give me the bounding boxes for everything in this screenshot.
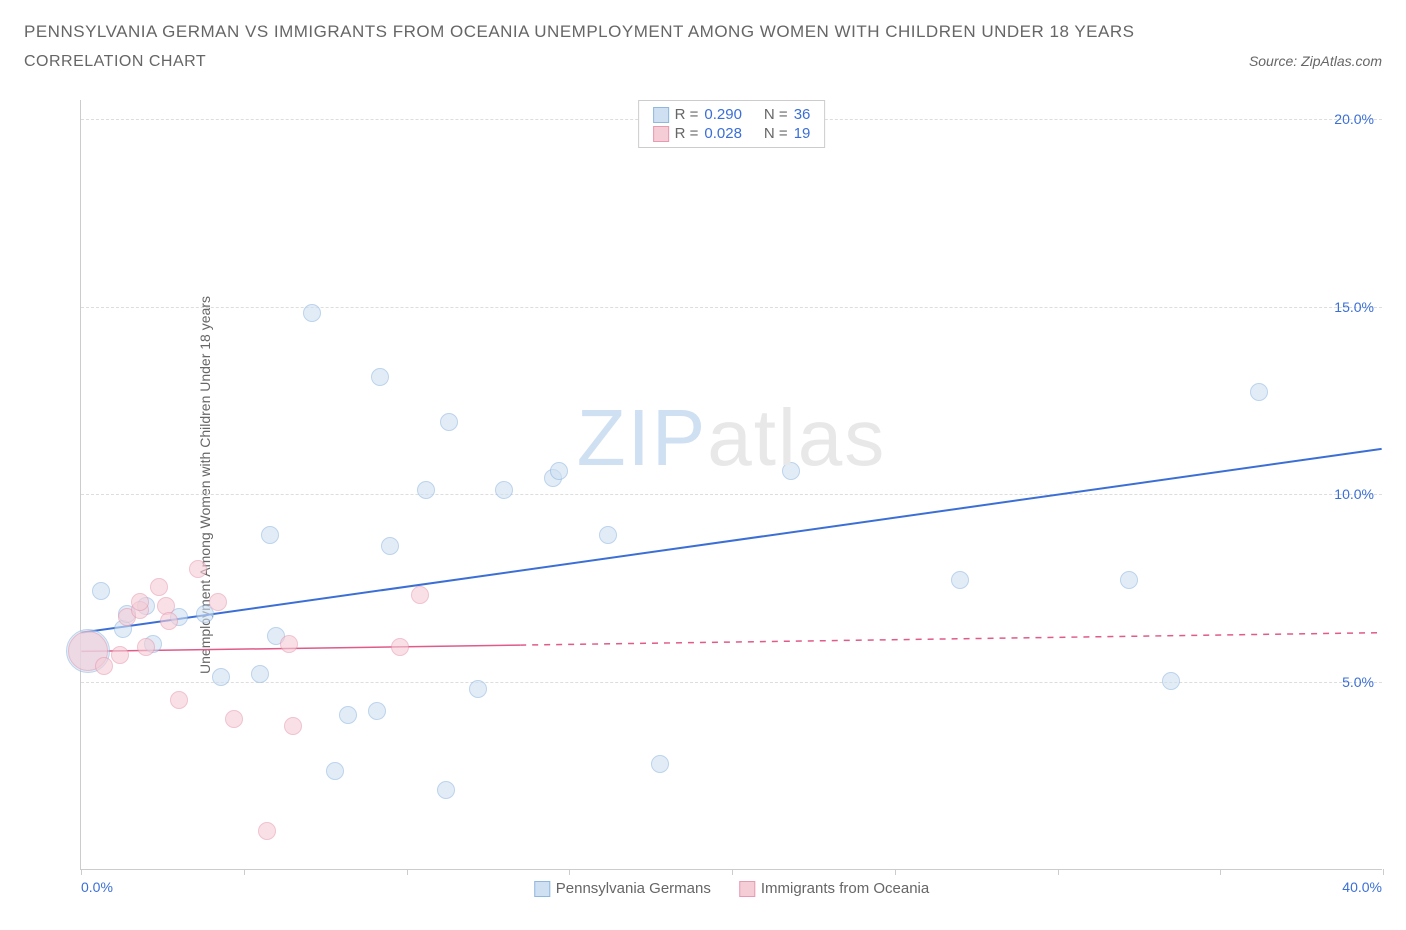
data-point-penn_german xyxy=(339,706,357,724)
data-point-penn_german xyxy=(92,582,110,600)
x-tick xyxy=(81,869,82,875)
legend-row-oceania: R = 0.028 N = 19 xyxy=(653,124,811,143)
legend-label-penn: Pennsylvania Germans xyxy=(556,880,711,897)
data-point-oceania xyxy=(411,586,429,604)
data-point-oceania xyxy=(280,635,298,653)
data-point-penn_german xyxy=(368,702,386,720)
source-attribution: Source: ZipAtlas.com xyxy=(1249,53,1382,69)
y-tick-label: 15.0% xyxy=(1334,299,1374,315)
y-tick-label: 20.0% xyxy=(1334,111,1374,127)
data-point-penn_german xyxy=(261,526,279,544)
watermark-zip: ZIP xyxy=(577,393,707,482)
data-point-penn_german xyxy=(212,668,230,686)
chart-title: PENNSYLVANIA GERMAN VS IMMIGRANTS FROM O… xyxy=(24,18,1382,45)
watermark: ZIPatlas xyxy=(577,392,886,484)
data-point-penn_german xyxy=(550,462,568,480)
legend-N-label: N = xyxy=(764,125,788,142)
subtitle-row: CORRELATION CHART Source: ZipAtlas.com xyxy=(24,53,1382,71)
data-point-oceania xyxy=(95,657,113,675)
data-point-penn_german xyxy=(651,755,669,773)
y-tick-label: 10.0% xyxy=(1334,486,1374,502)
legend-swatch-oceania xyxy=(653,126,669,142)
data-point-penn_german xyxy=(495,481,513,499)
data-point-penn_german xyxy=(469,680,487,698)
x-tick xyxy=(895,869,896,875)
legend-item-penn: Pennsylvania Germans xyxy=(534,880,711,897)
gridline xyxy=(81,307,1382,308)
chart-header: PENNSYLVANIA GERMAN VS IMMIGRANTS FROM O… xyxy=(0,0,1406,71)
data-point-oceania xyxy=(150,578,168,596)
x-axis-max-label: 40.0% xyxy=(1342,879,1382,895)
legend-item-oceania: Immigrants from Oceania xyxy=(739,880,929,897)
data-point-oceania xyxy=(170,691,188,709)
data-point-penn_german xyxy=(381,537,399,555)
legend-row-penn: R = 0.290 N = 36 xyxy=(653,105,811,124)
data-point-penn_german xyxy=(951,571,969,589)
legend-swatch-penn-icon xyxy=(534,881,550,897)
x-axis-min-label: 0.0% xyxy=(81,879,113,895)
x-tick xyxy=(1058,869,1059,875)
legend-R-label: R = xyxy=(675,125,699,142)
legend-N-penn: 36 xyxy=(794,106,811,123)
legend-R-label: R = xyxy=(675,106,699,123)
x-tick xyxy=(732,869,733,875)
legend-swatch-oceania-icon xyxy=(739,881,755,897)
legend-N-label: N = xyxy=(764,106,788,123)
legend-R-penn: 0.290 xyxy=(704,106,742,123)
data-point-penn_german xyxy=(251,665,269,683)
x-tick xyxy=(1220,869,1221,875)
data-point-penn_german xyxy=(1162,672,1180,690)
data-point-penn_german xyxy=(437,781,455,799)
data-point-oceania xyxy=(225,710,243,728)
data-point-penn_german xyxy=(417,481,435,499)
y-tick-label: 5.0% xyxy=(1342,674,1374,690)
data-point-penn_german xyxy=(371,368,389,386)
x-tick xyxy=(244,869,245,875)
data-point-oceania xyxy=(391,638,409,656)
legend-N-oceania: 19 xyxy=(794,125,811,142)
data-point-penn_german xyxy=(303,304,321,322)
trend-line xyxy=(520,633,1381,645)
data-point-penn_german xyxy=(1250,383,1268,401)
data-point-oceania xyxy=(284,717,302,735)
data-point-oceania xyxy=(111,646,129,664)
chart-subtitle: CORRELATION CHART xyxy=(24,53,206,71)
x-tick xyxy=(569,869,570,875)
data-point-penn_german xyxy=(599,526,617,544)
trend-lines xyxy=(81,100,1382,869)
data-point-oceania xyxy=(189,560,207,578)
legend-label-oceania: Immigrants from Oceania xyxy=(761,880,929,897)
data-point-oceania xyxy=(160,612,178,630)
data-point-penn_german xyxy=(326,762,344,780)
legend-R-oceania: 0.028 xyxy=(704,125,742,142)
legend-correlation: R = 0.290 N = 36 R = 0.028 N = 19 xyxy=(638,100,826,148)
legend-series: Pennsylvania Germans Immigrants from Oce… xyxy=(534,880,929,897)
chart-area: Unemployment Among Women with Children U… xyxy=(56,100,1386,870)
data-point-oceania xyxy=(131,593,149,611)
data-point-penn_german xyxy=(782,462,800,480)
gridline xyxy=(81,494,1382,495)
data-point-oceania xyxy=(137,638,155,656)
gridline xyxy=(81,682,1382,683)
legend-swatch-penn xyxy=(653,107,669,123)
data-point-oceania xyxy=(258,822,276,840)
data-point-penn_german xyxy=(1120,571,1138,589)
data-point-penn_german xyxy=(440,413,458,431)
plot-region: 5.0% 10.0% 15.0% 20.0% ZIPatlas R = 0.290 N… xyxy=(80,100,1382,870)
data-point-oceania xyxy=(209,593,227,611)
x-tick xyxy=(1383,869,1384,875)
x-tick xyxy=(407,869,408,875)
